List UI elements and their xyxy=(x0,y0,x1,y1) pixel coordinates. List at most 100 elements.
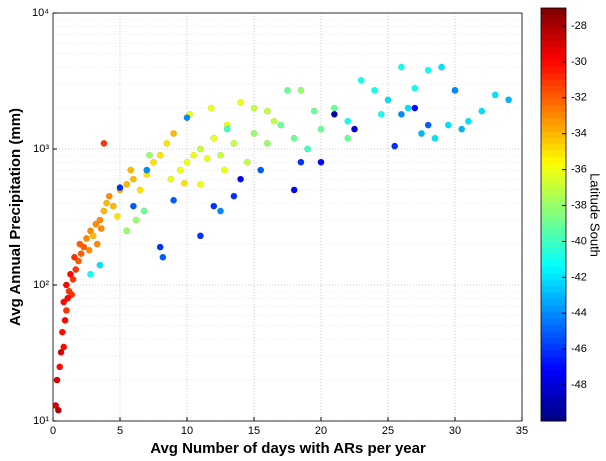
point xyxy=(424,121,432,129)
point xyxy=(418,130,425,137)
point xyxy=(431,134,439,142)
point xyxy=(196,145,204,153)
point xyxy=(176,166,184,174)
colorbar-segment xyxy=(541,188,566,196)
colorbar-segment xyxy=(541,195,566,203)
colorbar-segment xyxy=(541,259,566,267)
point xyxy=(257,166,265,174)
point xyxy=(263,139,271,147)
point xyxy=(290,134,298,142)
colorbar-tick-label: -30 xyxy=(571,56,587,68)
colorbar-segment xyxy=(541,388,566,396)
point xyxy=(140,207,148,215)
colorbar-segment xyxy=(541,124,566,132)
colorbar-segment xyxy=(541,233,566,241)
colorbar-segment xyxy=(541,143,566,151)
point xyxy=(330,104,338,112)
colorbar-tick-label: -46 xyxy=(571,343,587,355)
colorbar-segment xyxy=(541,156,566,164)
colorbar-segment xyxy=(541,40,566,48)
point xyxy=(103,199,111,207)
x-axis-label: Avg Number of days with ARs per year xyxy=(150,440,426,457)
colorbar-tick-label: -44 xyxy=(571,307,587,319)
point xyxy=(183,114,191,122)
colorbar-segment xyxy=(541,362,566,370)
point xyxy=(411,84,419,92)
point xyxy=(69,275,77,283)
plot-frame xyxy=(52,12,523,422)
point xyxy=(330,110,338,118)
point xyxy=(92,220,100,228)
point xyxy=(170,196,178,204)
point xyxy=(150,158,157,166)
colorbar-segment xyxy=(541,130,566,138)
point xyxy=(183,158,191,166)
point xyxy=(83,234,90,242)
point xyxy=(458,125,466,133)
point xyxy=(54,406,62,414)
point xyxy=(163,139,171,147)
colorbar-tick-label: -34 xyxy=(571,128,587,140)
point xyxy=(87,270,94,278)
colorbar-segment xyxy=(541,266,566,274)
point xyxy=(210,202,218,210)
point xyxy=(156,243,164,251)
point xyxy=(58,328,66,336)
colorbar-segment xyxy=(541,350,566,357)
point xyxy=(85,246,93,254)
colorbar-segment xyxy=(541,356,566,364)
y-tick-label: 10⁴ xyxy=(32,7,49,19)
colorbar-segment xyxy=(541,111,566,119)
colorbar-segment xyxy=(541,149,566,157)
point xyxy=(304,145,312,153)
point xyxy=(263,107,271,115)
point xyxy=(277,121,285,129)
colorbar-segment xyxy=(541,117,566,125)
point xyxy=(411,104,419,112)
point xyxy=(60,298,68,306)
colorbar-segment xyxy=(541,304,566,312)
point xyxy=(317,158,325,166)
point xyxy=(217,207,224,215)
colorbar-label: Latitude South xyxy=(588,173,603,257)
y-tick-label: 10³ xyxy=(33,143,49,155)
point xyxy=(60,343,68,351)
point xyxy=(284,86,291,94)
point xyxy=(230,139,238,147)
colorbar-tick-label: -36 xyxy=(571,164,587,176)
point xyxy=(57,348,65,356)
point xyxy=(444,121,452,129)
point xyxy=(230,192,238,200)
colorbar-segment xyxy=(541,401,566,409)
point xyxy=(243,158,251,166)
colorbar-segment xyxy=(541,311,566,319)
colorbar-segment xyxy=(541,72,566,80)
point xyxy=(384,96,392,104)
colorbar-segment xyxy=(541,253,566,261)
colorbar-segment xyxy=(541,408,566,416)
point xyxy=(391,142,399,150)
point xyxy=(377,110,385,118)
point xyxy=(105,192,113,200)
point xyxy=(223,125,231,133)
colorbar-segment xyxy=(541,33,566,41)
x-tick-label: 15 xyxy=(248,425,260,437)
point xyxy=(76,240,84,248)
colorbar-segment xyxy=(541,369,566,377)
point xyxy=(180,179,188,187)
colorbar-segment xyxy=(541,414,566,422)
colorbar-tick-label: -40 xyxy=(571,235,587,247)
colorbar-segment xyxy=(541,169,566,177)
point xyxy=(196,180,204,188)
point xyxy=(53,376,61,384)
point xyxy=(478,107,486,115)
colorbar-tick-label: -48 xyxy=(571,379,587,391)
point xyxy=(100,139,108,147)
colorbar-segment xyxy=(541,104,566,112)
colorbar-segment xyxy=(541,214,566,222)
point xyxy=(143,166,151,174)
point xyxy=(317,125,325,133)
y-tick-label: 10² xyxy=(33,279,49,291)
point xyxy=(109,202,117,210)
